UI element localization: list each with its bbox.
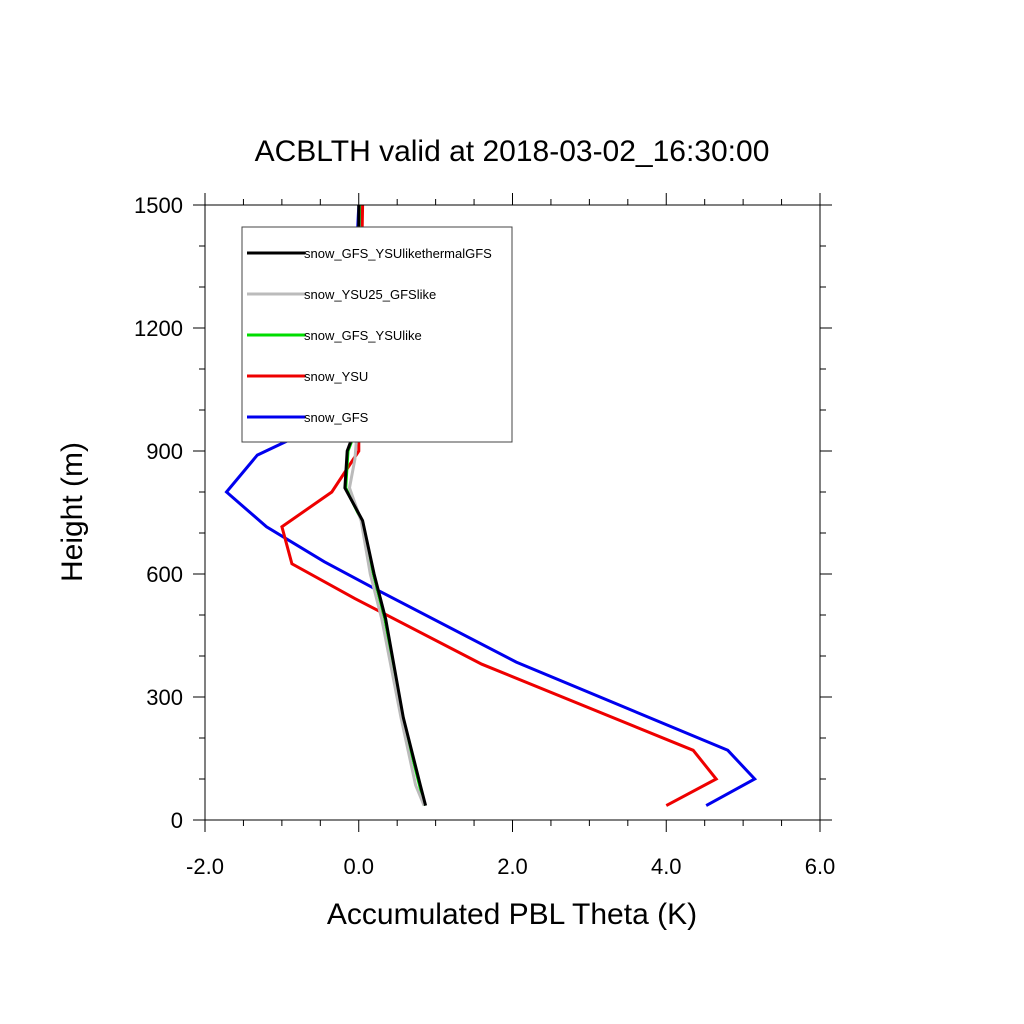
y-axis-label: Height (m) (56, 442, 89, 582)
x-tick-label: 6.0 (805, 854, 836, 879)
x-tick-label: -2.0 (186, 854, 224, 879)
legend-label-4: snow_GFS (304, 410, 369, 425)
y-tick-label: 1200 (134, 316, 183, 341)
y-tick-label: 300 (146, 685, 183, 710)
legend: snow_GFS_YSUlikethermalGFS snow_YSU25_GFS… (241, 226, 513, 443)
y-tick-label: 900 (146, 439, 183, 464)
y-tick-label: 600 (146, 562, 183, 587)
legend-label-1: snow_YSU25_GFSlike (304, 287, 436, 302)
chart-title: ACBLTH valid at 2018-03-02_16:30:00 (255, 135, 770, 168)
x-tick-label: 0.0 (343, 854, 374, 879)
legend-label-0: snow_GFS_YSUlikethermalGFS (304, 246, 492, 261)
legend-label-2: snow_GFS_YSUlike (304, 328, 422, 343)
axis-ticks (193, 193, 832, 832)
x-axis-label: Accumulated PBL Theta (K) (327, 898, 697, 931)
legend-label-3: snow_YSU (304, 369, 368, 384)
x-tick-label: 4.0 (651, 854, 682, 879)
y-tick-labels: 0 300 600 900 1200 1500 (134, 193, 183, 833)
y-tick-label: 0 (171, 808, 183, 833)
y-tick-label: 1500 (134, 193, 183, 218)
x-tick-labels: -2.0 0.0 2.0 4.0 6.0 (186, 854, 835, 879)
x-tick-label: 2.0 (497, 854, 528, 879)
